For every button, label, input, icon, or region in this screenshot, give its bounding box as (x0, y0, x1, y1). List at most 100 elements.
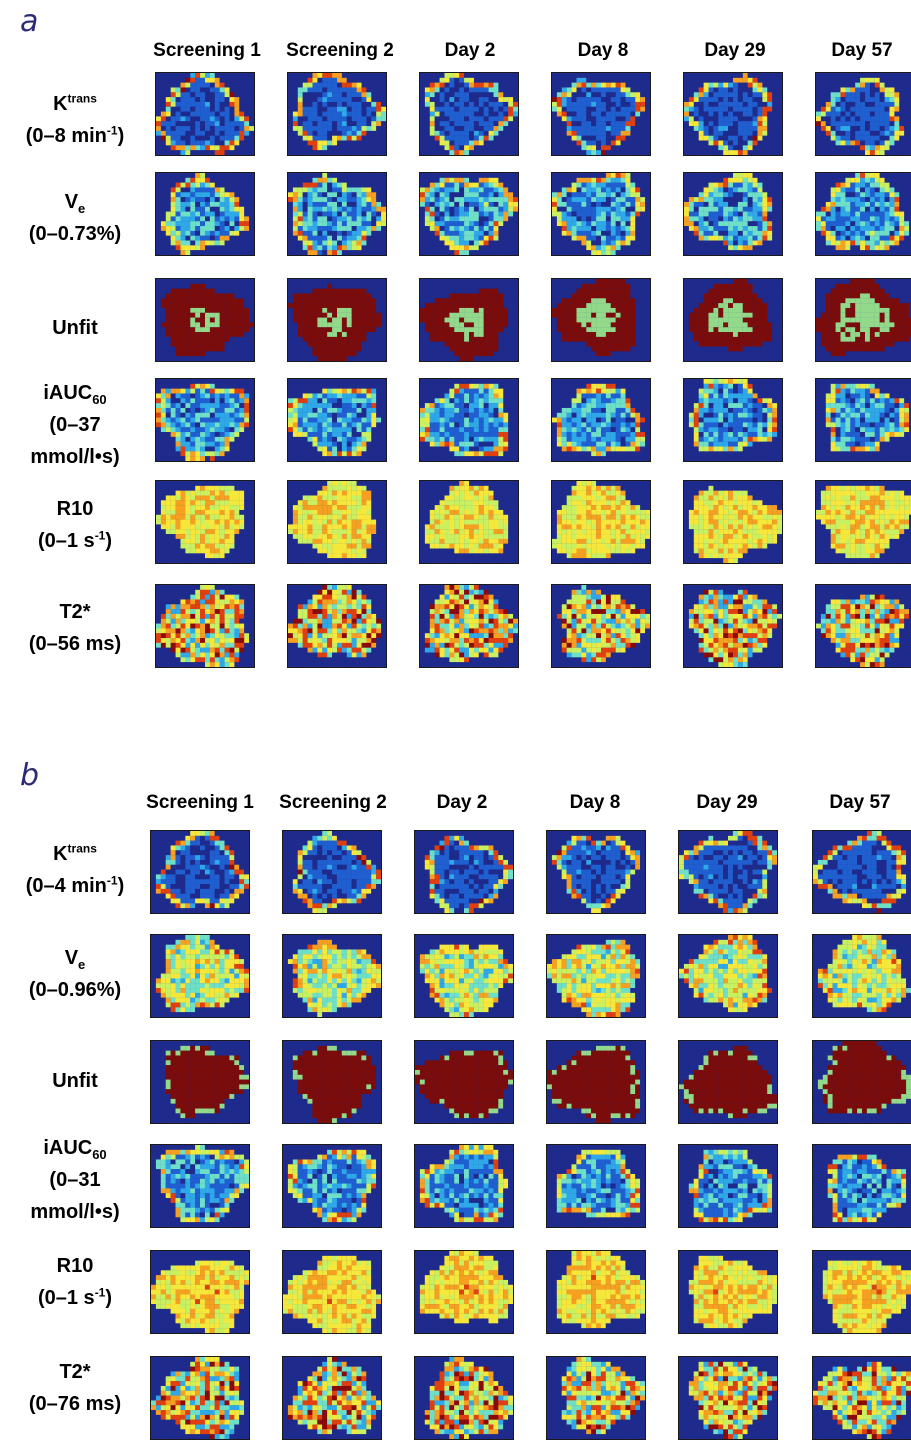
parameter-map-tile (414, 1356, 514, 1440)
parameter-map-tile (551, 172, 651, 256)
parameter-map-tile (419, 72, 519, 156)
parameter-map-tile (282, 1040, 382, 1124)
parameter-map-tile (414, 1040, 514, 1124)
parameter-map-tile (419, 172, 519, 256)
row-label-r10: R10 (0–1 s-1) (0, 493, 150, 557)
parameter-map-tile (678, 1250, 778, 1334)
parameter-map-tile (815, 480, 911, 564)
parameter-map-tile (683, 584, 783, 668)
parameter-map-tile (815, 172, 911, 256)
parameter-map-tile (812, 830, 911, 914)
column-header: Day 2 (445, 40, 496, 62)
column-header: Day 8 (570, 792, 621, 814)
parameter-map-tile (815, 378, 911, 462)
parameter-map-tile (812, 1356, 911, 1440)
parameter-map-tile (815, 584, 911, 668)
parameter-map-tile (414, 830, 514, 914)
row-label-ktrans: Ktrans (0–8 min-1) (0, 88, 150, 152)
parameter-map-tile (546, 830, 646, 914)
parameter-map-tile (414, 1144, 514, 1228)
parameter-map-tile (150, 934, 250, 1018)
column-header: Day 29 (696, 792, 757, 814)
parameter-map-tile (287, 72, 387, 156)
panel-a: a Screening 1 Screening 2 Day 2 Day 8 Da… (0, 0, 911, 700)
panel-b: b Screening 1 Screening 2 Day 2 Day 8 Da… (0, 752, 911, 1424)
parameter-map-tile (546, 1040, 646, 1124)
parameter-map-tile (546, 1356, 646, 1440)
row-label-unfit: Unfit (0, 312, 150, 344)
row-label-t2star: T2* (0–76 ms) (0, 1356, 150, 1420)
parameter-map-tile (678, 1356, 778, 1440)
parameter-map-tile (551, 72, 651, 156)
column-header: Screening 1 (153, 40, 261, 62)
parameter-map-tile (287, 480, 387, 564)
parameter-map-tile (150, 1356, 250, 1440)
parameter-map-tile (678, 1040, 778, 1124)
parameter-map-tile (155, 378, 255, 462)
parameter-map-tile (150, 830, 250, 914)
column-header: Day 29 (704, 40, 765, 62)
column-header: Day 8 (578, 40, 629, 62)
parameter-map-tile (683, 278, 783, 362)
row-label-r10: R10 (0–1 s-1) (0, 1250, 150, 1314)
parameter-map-tile (414, 934, 514, 1018)
parameter-map-tile (815, 72, 911, 156)
row-label-ve: Ve (0–0.96%) (0, 942, 150, 1006)
parameter-map-tile (150, 1250, 250, 1334)
parameter-map-tile (812, 1040, 911, 1124)
parameter-map-tile (678, 830, 778, 914)
parameter-map-tile (546, 1250, 646, 1334)
parameter-map-tile (155, 172, 255, 256)
parameter-map-tile (419, 584, 519, 668)
row-label-ve: Ve (0–0.73%) (0, 186, 150, 250)
parameter-map-tile (546, 1144, 646, 1228)
row-label-unfit: Unfit (0, 1065, 150, 1097)
column-header: Day 2 (437, 792, 488, 814)
parameter-map-tile (282, 934, 382, 1018)
parameter-map-tile (282, 830, 382, 914)
parameter-map-tile (150, 1144, 250, 1228)
parameter-map-tile (419, 278, 519, 362)
row-label-ktrans: Ktrans (0–4 min-1) (0, 838, 150, 902)
parameter-map-tile (683, 378, 783, 462)
column-header: Screening 2 (286, 40, 394, 62)
parameter-map-tile (683, 72, 783, 156)
parameter-map-tile (155, 72, 255, 156)
panel-label: b (20, 758, 39, 793)
parameter-map-tile (551, 480, 651, 564)
parameter-map-tile (812, 1250, 911, 1334)
row-label-iauc: iAUC60 (0–31 mmol/l•s) (0, 1132, 150, 1228)
row-label-t2star: T2* (0–56 ms) (0, 596, 150, 660)
parameter-map-tile (155, 278, 255, 362)
parameter-map-tile (551, 378, 651, 462)
panel-label: a (20, 4, 38, 39)
parameter-map-tile (287, 278, 387, 362)
row-label-iauc: iAUC60 (0–37 mmol/l•s) (0, 377, 150, 473)
parameter-map-tile (150, 1040, 250, 1124)
parameter-map-tile (678, 934, 778, 1018)
parameter-map-tile (282, 1144, 382, 1228)
column-header: Screening 2 (279, 792, 387, 814)
parameter-map-tile (419, 378, 519, 462)
parameter-map-tile (683, 172, 783, 256)
parameter-map-tile (287, 378, 387, 462)
parameter-map-tile (287, 584, 387, 668)
parameter-map-tile (287, 172, 387, 256)
parameter-map-tile (815, 278, 911, 362)
parameter-map-tile (551, 278, 651, 362)
parameter-map-tile (551, 584, 651, 668)
parameter-map-tile (155, 480, 255, 564)
parameter-map-tile (419, 480, 519, 564)
parameter-map-tile (812, 934, 911, 1018)
parameter-map-tile (678, 1144, 778, 1228)
parameter-map-tile (282, 1250, 382, 1334)
parameter-map-tile (812, 1144, 911, 1228)
column-header: Day 57 (831, 40, 892, 62)
parameter-map-tile (546, 934, 646, 1018)
column-header: Day 57 (829, 792, 890, 814)
parameter-map-tile (683, 480, 783, 564)
parameter-map-tile (155, 584, 255, 668)
column-header: Screening 1 (146, 792, 254, 814)
parameter-map-tile (282, 1356, 382, 1440)
parameter-map-tile (414, 1250, 514, 1334)
